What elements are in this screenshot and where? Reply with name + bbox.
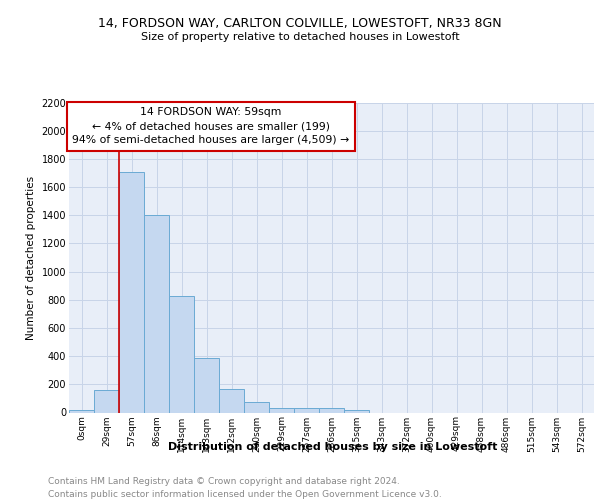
Bar: [119, 172, 144, 412]
Bar: [319, 408, 344, 412]
Bar: [344, 410, 369, 412]
Bar: [219, 388, 244, 412]
Bar: [244, 402, 269, 412]
Bar: [144, 215, 169, 412]
Bar: [269, 408, 294, 412]
Y-axis label: Number of detached properties: Number of detached properties: [26, 176, 36, 340]
Text: Contains HM Land Registry data © Crown copyright and database right 2024.: Contains HM Land Registry data © Crown c…: [48, 478, 400, 486]
Bar: [169, 296, 194, 412]
Bar: [294, 408, 319, 412]
Bar: [94, 390, 119, 412]
Text: Size of property relative to detached houses in Lowestoft: Size of property relative to detached ho…: [140, 32, 460, 42]
Bar: [69, 410, 94, 412]
Text: Distribution of detached houses by size in Lowestoft: Distribution of detached houses by size …: [169, 442, 497, 452]
Bar: [194, 358, 219, 412]
Text: Contains public sector information licensed under the Open Government Licence v3: Contains public sector information licen…: [48, 490, 442, 499]
Text: 14 FORDSON WAY: 59sqm
← 4% of detached houses are smaller (199)
94% of semi-deta: 14 FORDSON WAY: 59sqm ← 4% of detached h…: [72, 107, 349, 145]
Text: 14, FORDSON WAY, CARLTON COLVILLE, LOWESTOFT, NR33 8GN: 14, FORDSON WAY, CARLTON COLVILLE, LOWES…: [98, 18, 502, 30]
